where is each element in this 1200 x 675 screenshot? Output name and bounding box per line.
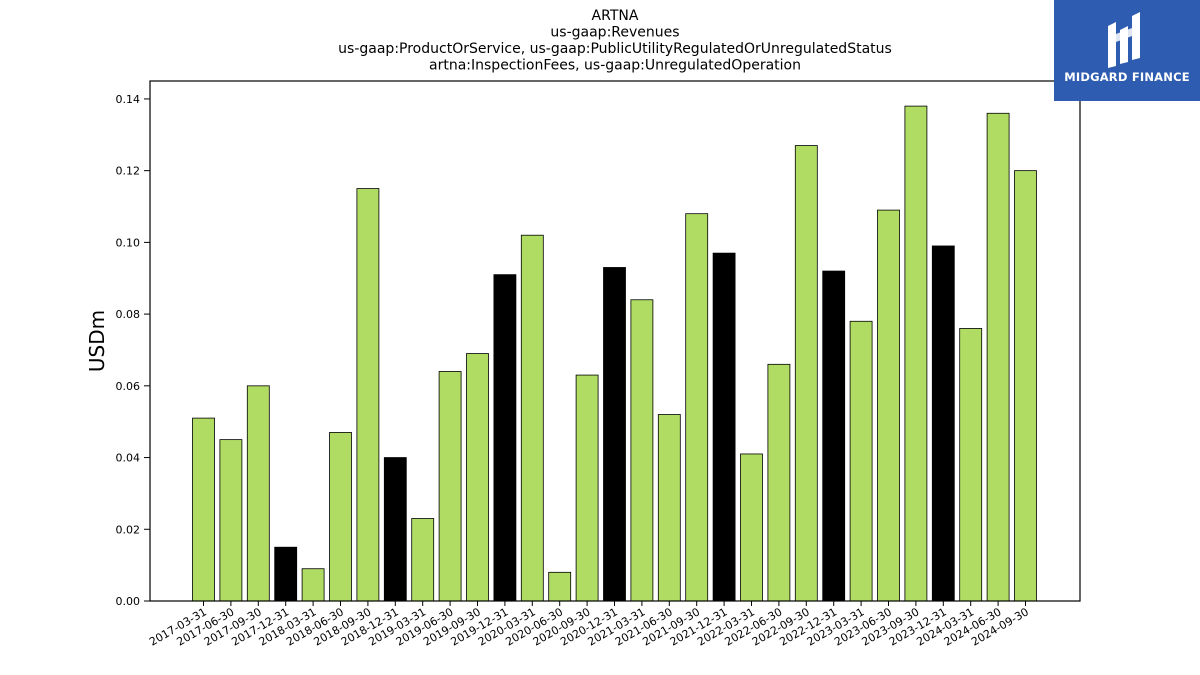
bar xyxy=(329,432,352,602)
bar xyxy=(740,453,763,602)
bar xyxy=(685,213,709,602)
chart-title-line: artna:InspectionFees, us-gaap:Unregulate… xyxy=(429,58,801,74)
bar xyxy=(575,374,599,602)
y-tick-label: 0.06 xyxy=(116,380,141,393)
y-tick-label: 0.02 xyxy=(116,523,141,536)
bar xyxy=(959,328,983,602)
bar xyxy=(383,457,407,602)
bar xyxy=(301,568,325,602)
bar xyxy=(986,112,1010,602)
bar xyxy=(1014,170,1037,602)
chart-title: ARTNAus-gaap:Revenuesus-gaap:ProductOrSe… xyxy=(338,8,892,74)
bar xyxy=(246,385,270,602)
y-axis-label: USDm xyxy=(85,310,109,372)
logo-mark-icon xyxy=(1108,12,1140,68)
bar xyxy=(466,353,489,602)
bar xyxy=(411,518,435,602)
chart-title-line: us-gaap:Revenues xyxy=(550,25,679,41)
y-axis: 0.00 0.02 0.04 0.06 0.08 0.10 0.12 0.14 xyxy=(116,93,150,608)
bar xyxy=(493,274,517,602)
bar xyxy=(274,546,298,602)
x-axis: 2017-03-312017-06-302017-09-302017-12-31… xyxy=(147,601,1031,649)
bar xyxy=(657,414,681,602)
bar xyxy=(794,145,818,602)
bar xyxy=(712,252,736,602)
y-tick-label: 0.12 xyxy=(116,165,141,178)
y-tick-label: 0.08 xyxy=(116,308,141,321)
bar xyxy=(767,363,791,602)
bar xyxy=(849,320,873,602)
chart-title-line: us-gaap:ProductOrService, us-gaap:Public… xyxy=(338,41,892,57)
bars-group xyxy=(192,105,1037,602)
bar xyxy=(603,267,626,602)
bar xyxy=(877,209,900,602)
logo-text: MIDGARD FINANCE xyxy=(1064,70,1190,84)
bar xyxy=(356,188,380,602)
midgard-finance-logo: MIDGARD FINANCE xyxy=(1054,0,1200,101)
bar xyxy=(931,245,955,602)
bar xyxy=(904,105,928,602)
bar xyxy=(438,371,462,602)
bar xyxy=(822,270,846,602)
chart-title-line: ARTNA xyxy=(592,8,639,24)
y-tick-label: 0.14 xyxy=(116,93,141,106)
y-tick-label: 0.04 xyxy=(116,452,141,465)
y-tick-label: 0.00 xyxy=(116,595,141,608)
bar xyxy=(219,439,243,602)
bar xyxy=(192,417,215,602)
y-tick-label: 0.10 xyxy=(116,236,141,249)
bar xyxy=(548,571,572,602)
bar xyxy=(520,234,544,602)
bar xyxy=(630,299,654,602)
plot-frame xyxy=(149,80,1081,602)
